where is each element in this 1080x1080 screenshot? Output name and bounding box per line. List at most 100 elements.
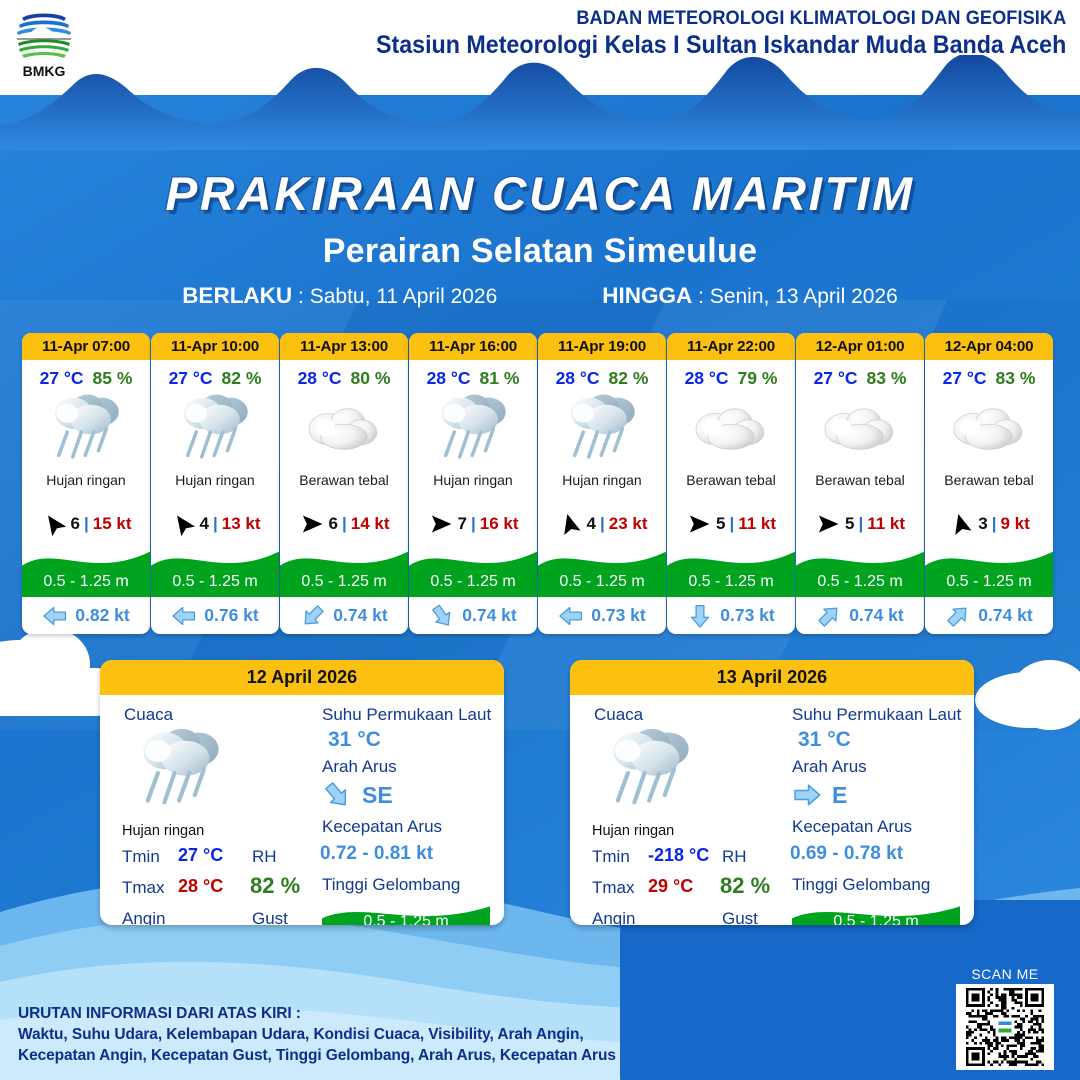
relative-humidity: 80 %: [350, 368, 391, 388]
current-row: 0.74 kt: [945, 597, 1033, 634]
wind-speed: 15 kt: [92, 514, 132, 533]
current-direction-arrow-icon: [559, 606, 583, 625]
forecast-card[interactable]: 12-Apr 04:00 27 °C 83 % Berawan tebal: [925, 333, 1053, 634]
forecast-card[interactable]: 11-Apr 19:00 28 °C 82 %: [538, 333, 666, 634]
daily-weather-icon: [604, 727, 696, 817]
wind-direction-value: 3: [978, 514, 988, 533]
wave-height-value: 0.5 - 1.25 m: [817, 573, 903, 590]
arah-arus-label: Arah Arus: [322, 757, 397, 776]
forecast-card-time: 11-Apr 22:00: [667, 333, 795, 360]
wind-direction-arrow-icon: [689, 515, 710, 533]
wind-direction-value: 5: [715, 514, 726, 533]
wind-separator: |: [212, 514, 218, 533]
current-speed: 0.76 kt: [204, 605, 259, 625]
wave-height-band: 0.5 - 1.25 m: [925, 543, 1053, 597]
forecast-card-time: 11-Apr 10:00: [151, 333, 279, 360]
current-direction-arrow-icon: [172, 606, 196, 625]
wind-direction-arrow-icon: [818, 515, 839, 533]
wave-height-band: 0.5 - 1.25 m: [280, 543, 408, 597]
forecast-card[interactable]: 11-Apr 10:00 27 °C 82 %: [151, 333, 279, 634]
cloud-icon: [953, 408, 1023, 450]
wind-row: 5 | 11 kt: [686, 511, 776, 537]
wave-height-band: 0.5 - 1.25 m: [796, 543, 924, 597]
validity-row: BERLAKU : Sabtu, 11 April 2026 HINGGA : …: [0, 283, 1080, 309]
page-subtitle: Perairan Selatan Simeulue: [322, 232, 758, 270]
scan-me-label: SCAN ME: [971, 966, 1039, 982]
current-direction-arrow-icon: [325, 782, 347, 806]
current-row: 0.76 kt: [171, 597, 259, 634]
tmax-value: 29 °C: [648, 876, 694, 896]
forecast-card[interactable]: 12-Apr 01:00 27 °C 83 % Berawan tebal: [796, 333, 924, 634]
rain-cloud-icon: [441, 394, 506, 459]
current-direction-arrow-icon: [794, 784, 821, 806]
rain-cloud-icon: [54, 394, 119, 459]
tmax-label: Tmax: [122, 878, 165, 897]
footer-line2: Waktu, Suhu Udara, Kelembapan Udara, Kon…: [18, 1026, 584, 1043]
wind-speed: 14 kt: [350, 514, 390, 533]
current-row: 0.74 kt: [429, 597, 517, 634]
rain-cloud-icon: [143, 728, 219, 805]
weather-condition-icon: [563, 391, 641, 467]
sst-value: 31 °C: [328, 728, 381, 751]
footer-line1: URUTAN INFORMASI DARI ATAS KIRI :: [18, 1005, 301, 1022]
rh-label: RH: [252, 847, 277, 866]
wind-row: 6 | 14 kt: [299, 511, 390, 537]
forecast-card[interactable]: 11-Apr 16:00 28 °C 81 %: [409, 333, 537, 634]
air-temperature: 27 °C: [168, 368, 213, 388]
forecast-card-time: 12-Apr 01:00: [796, 333, 924, 360]
wind-direction-value: 4: [586, 514, 596, 533]
wind-direction-arrow-icon: [955, 513, 972, 535]
wind-separator: |: [599, 514, 605, 533]
relative-humidity: 85 %: [92, 368, 133, 388]
weather-condition-label: Hujan ringan: [433, 472, 513, 488]
weather-condition-label: Hujan ringan: [46, 472, 126, 488]
daily-wave-value: 0.5 - 1.25 m: [833, 913, 919, 925]
daily-condition-label: Hujan ringan: [122, 823, 205, 839]
wind-separator: |: [83, 514, 89, 533]
forecast-card[interactable]: 11-Apr 07:00 27 °C 85 %: [22, 333, 150, 634]
wave-height-value: 0.5 - 1.25 m: [559, 573, 645, 590]
temp-humidity-row: 27 °C 83 %: [943, 368, 1036, 389]
current-direction-arrow-icon: [304, 604, 325, 624]
air-temperature: 27 °C: [942, 368, 987, 388]
wave-height-value: 0.5 - 1.25 m: [301, 573, 387, 590]
wind-speed: 13 kt: [221, 514, 261, 533]
wind-separator: |: [470, 514, 476, 533]
wind-speed: 11 kt: [867, 514, 906, 533]
air-temperature: 28 °C: [555, 368, 600, 388]
forecast-card-time: 11-Apr 13:00: [280, 333, 408, 360]
tmin-value: -218 °C: [648, 845, 710, 865]
tmax-value: 28 °C: [178, 876, 224, 896]
wind-direction-arrow-icon: [431, 515, 451, 533]
daily-date: 13 April 2026: [570, 660, 974, 695]
wave-height-band: 0.5 - 1.25 m: [538, 543, 666, 597]
air-temperature: 28 °C: [297, 368, 342, 388]
current-speed: 0.73 kt: [720, 605, 775, 625]
forecast-card[interactable]: 11-Apr 13:00 28 °C 80 % Berawan tebal: [280, 333, 408, 634]
weather-condition-icon: [305, 391, 383, 467]
temp-humidity-row: 28 °C 82 %: [556, 368, 649, 389]
wind-speed: 16 kt: [479, 514, 519, 533]
current-speed: 0.74 kt: [978, 605, 1033, 625]
daily-wave-value: 0.5 - 1.25 m: [363, 913, 449, 925]
rh-value: 82 %: [250, 873, 301, 898]
weather-condition-label: Berawan tebal: [815, 472, 905, 488]
daily-condition-label: Hujan ringan: [592, 823, 675, 839]
wind-direction-value: 4: [199, 514, 209, 533]
forecast-card[interactable]: 11-Apr 22:00 28 °C 79 % Berawan tebal: [667, 333, 795, 634]
tmin-label: Tmin: [592, 847, 630, 866]
arah-arus-value-row: E: [792, 780, 847, 810]
weather-condition-icon: [176, 391, 254, 467]
current-direction-arrow-icon: [691, 604, 710, 628]
forecast-card-time: 11-Apr 19:00: [538, 333, 666, 360]
tmin-label: Tmin: [122, 847, 160, 866]
gust-label: Gust: [252, 909, 288, 925]
weather-condition-label: Berawan tebal: [944, 472, 1034, 488]
relative-humidity: 79 %: [737, 368, 778, 388]
qr-code[interactable]: [956, 984, 1054, 1070]
cloud-icon: [824, 408, 894, 450]
wind-speed: 11 kt: [738, 514, 777, 533]
wave-height-band: 0.5 - 1.25 m: [22, 543, 150, 597]
top-wave-decoration: [0, 55, 1080, 150]
forecast-card-list: 11-Apr 07:00 27 °C 85 %: [22, 333, 1062, 634]
